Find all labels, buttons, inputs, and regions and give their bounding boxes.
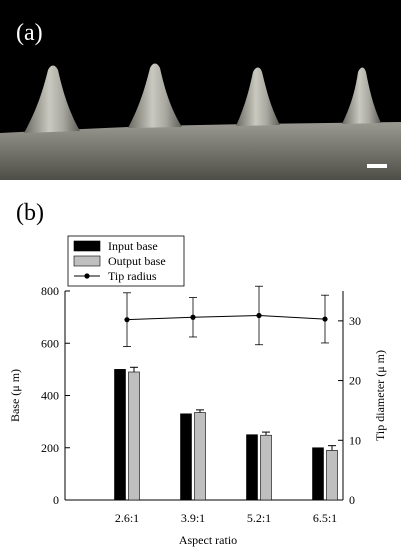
bar-input-base	[246, 434, 258, 501]
bar-output-base	[128, 371, 140, 501]
bar-output-base	[260, 434, 272, 501]
tip-radius-point	[256, 312, 262, 319]
tip-radius-line	[126, 314, 326, 321]
y-tick-label: 600	[41, 336, 59, 350]
x-tick-label: 2.6:1	[115, 511, 139, 525]
tip-radius-point	[322, 316, 328, 322]
bar-input-base	[180, 413, 192, 501]
legend-label: Input base	[108, 239, 158, 253]
x-tick-label: 5.2:1	[247, 511, 271, 525]
y2-tick-label: 20	[349, 374, 361, 388]
microneedle-1	[24, 65, 80, 133]
tip-radius-point	[124, 317, 130, 323]
microneedle-3	[236, 67, 280, 126]
legend-swatch	[73, 240, 101, 252]
legend-label: Output base	[108, 254, 166, 268]
aspect-ratio-chart: (b) 0 200 400 600 800 0 10 20 30 Base (μ m) Tip di…	[8, 200, 387, 547]
y-tick-label: 0	[53, 493, 59, 507]
microneedle-4	[342, 67, 381, 124]
bar-input-base	[114, 369, 126, 501]
plot-area: 0 200 400 600 800 0 10 20 30 Base (μ m) Tip diamet…	[8, 284, 387, 547]
chart-panel-label: (b)	[16, 200, 44, 226]
y2-tick-label: 0	[349, 493, 355, 507]
y2-axis-title: Tip diameter (μ m)	[373, 350, 387, 441]
scale-bar	[367, 164, 387, 168]
tip-radius-point	[190, 314, 196, 320]
bar-output-base	[326, 450, 338, 501]
legend-swatch	[73, 255, 101, 267]
microneedle-photo-panel: (a)	[0, 0, 401, 180]
y-tick-label: 400	[41, 389, 59, 403]
photo-panel-label: (a)	[16, 20, 43, 46]
y-tick-label: 200	[41, 441, 59, 455]
y2-tick-label: 10	[349, 433, 361, 447]
bar-input-base	[312, 447, 324, 501]
y-axis-title: Base (μ m)	[8, 369, 22, 422]
microneedle-2	[128, 63, 182, 128]
y-tick-label: 800	[41, 284, 59, 298]
legend-label: Tip radius	[108, 269, 157, 283]
legend-marker	[84, 273, 90, 279]
bar-output-base	[194, 412, 206, 501]
x-tick-label: 6.5:1	[313, 511, 337, 525]
microneedle-base-strip	[0, 122, 401, 180]
y2-tick-label: 30	[349, 314, 361, 328]
x-tick-label: 3.9:1	[181, 511, 205, 525]
x-axis-title: Aspect ratio	[179, 533, 237, 547]
